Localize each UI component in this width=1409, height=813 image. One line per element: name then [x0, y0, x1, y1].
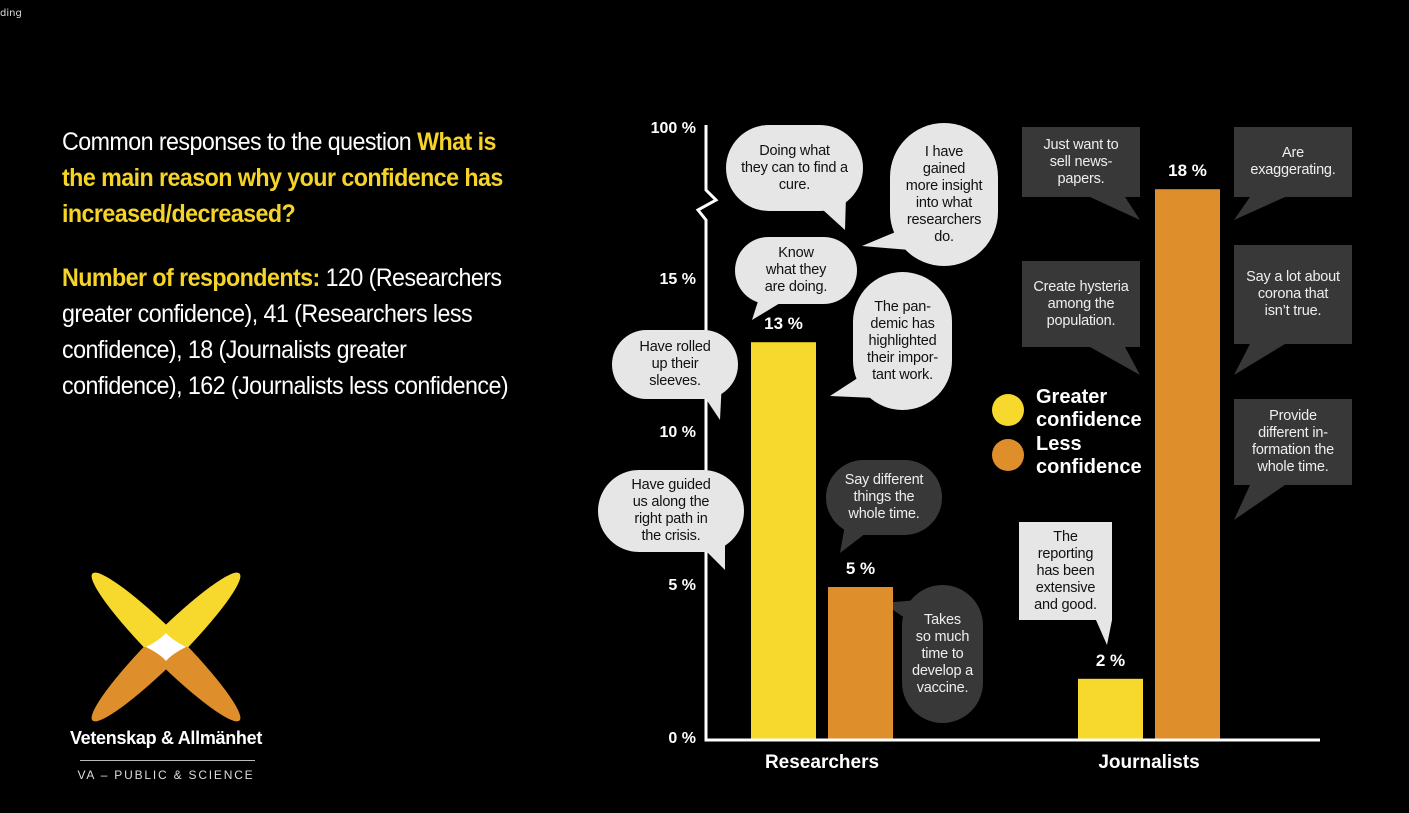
logo-x-icon	[91, 572, 241, 722]
speech-bubble-tail	[1234, 344, 1285, 375]
speech-bubble	[826, 460, 942, 535]
respondents-text: 120 (Researchers greater confidence), 41…	[62, 264, 509, 400]
legend-greater-label: Greater confidence	[1036, 386, 1142, 431]
legend-less-label: Less confidence	[1036, 433, 1142, 478]
speech-bubble	[598, 470, 744, 552]
y-tick-label: 5 %	[668, 577, 696, 594]
logo-tagline: VA – PUBLIC & SCIENCE	[77, 768, 255, 782]
speech-bubble-text: Have rolled up their sleeves.	[639, 339, 711, 389]
speech-bubble-tail	[1090, 347, 1140, 375]
x-category-label: Researchers	[764, 752, 880, 773]
speech-box	[1234, 127, 1352, 197]
bar-researchers-greater	[751, 342, 816, 739]
speech-bubble-text: Say different things the whole time.	[844, 472, 924, 522]
speech-bubble	[902, 585, 983, 723]
speech-bubble-text: The pan- demic has highlighted their imp…	[867, 298, 938, 383]
x-category-label: Journalists	[1098, 752, 1200, 773]
legend-less-swatch	[992, 439, 1024, 471]
speech-bubble-text: Doing what they can to find a cure.	[741, 142, 848, 193]
question-highlight: What is the main reason why your confide…	[62, 128, 503, 228]
speech-bubble-tail	[1234, 485, 1285, 520]
speech-bubble-text: I have gained more insight into what res…	[905, 143, 983, 245]
speech-box	[1022, 127, 1140, 197]
logo-divider	[80, 760, 255, 761]
speech-bubble-text: Know what they are doing.	[764, 245, 828, 295]
y-tick-label: 100 %	[650, 120, 696, 137]
speech-bubble-text: Provide different in- formation the whol…	[1251, 408, 1335, 475]
speech-box	[1234, 399, 1352, 485]
respondents-paragraph: Number of respondents: 120 (Researchers …	[62, 260, 518, 404]
respondents-label: Number of respondents:	[62, 264, 320, 292]
speech-box	[1019, 522, 1112, 620]
window-corner-text: ding	[0, 8, 22, 19]
y-axis-with-break	[695, 125, 1320, 742]
speech-bubble-text: Say a lot about corona that isn’t true.	[1246, 269, 1340, 319]
speech-bubble	[853, 272, 952, 410]
y-tick-label: 10 %	[659, 424, 696, 441]
question-paragraph: Common responses to the question What is…	[62, 124, 518, 232]
speech-bubble	[890, 123, 998, 266]
speech-bubble-text: Takes so much time to develop a vaccine.	[911, 611, 974, 696]
speech-bubble-tail	[1234, 197, 1285, 220]
bar-value-label: 5 %	[845, 559, 876, 578]
speech-bubble-text: Create hysteria among the population.	[1033, 278, 1129, 329]
speech-bubble-text: Just want to sell news- papers.	[1043, 136, 1119, 187]
bar-value-label: 18 %	[1168, 161, 1207, 181]
logo-name: Vetenskap & Allmänhet	[69, 728, 263, 748]
speech-bubble-text: The reporting has been extensive and goo…	[1034, 528, 1097, 613]
bar-value-label: 2 %	[1095, 650, 1126, 670]
speech-bubble	[726, 125, 863, 211]
legend-greater-swatch	[992, 394, 1024, 426]
bar-journalists-greater	[1078, 678, 1143, 739]
bar-journalists-less	[1155, 189, 1220, 739]
bar-value-label: 13 %	[764, 314, 803, 334]
question-prefix: Common responses to the question	[62, 128, 418, 156]
speech-bubble	[612, 330, 738, 399]
intro-text: Common responses to the question What is…	[62, 124, 518, 432]
speech-bubble	[735, 237, 857, 304]
bar-researchers-less	[828, 587, 893, 739]
speech-box	[1022, 261, 1140, 347]
speech-bubble-text: Have guided us along the right path in t…	[631, 477, 711, 544]
speech-box	[1234, 245, 1352, 344]
y-tick-label: 0 %	[668, 730, 696, 747]
y-tick-label: 15 %	[659, 271, 696, 288]
speech-bubble-tail	[1090, 197, 1140, 220]
speech-bubble-text: Are exaggerating.	[1250, 145, 1336, 178]
speech-bubble-tail	[1096, 620, 1112, 645]
